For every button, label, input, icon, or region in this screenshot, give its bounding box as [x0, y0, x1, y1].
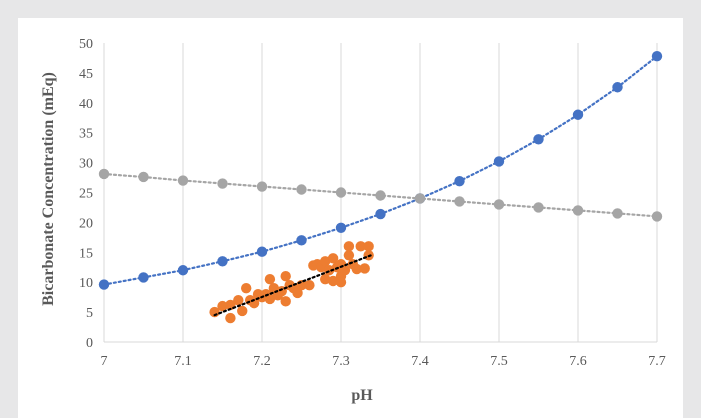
y-axis-title: Bicarbonate Concentration (mEq) [40, 72, 57, 306]
data-point [612, 82, 623, 93]
data-point [320, 274, 331, 285]
y-tick-label: 50 [79, 37, 93, 52]
x-tick-label: 7.1 [174, 354, 192, 369]
data-point [339, 265, 351, 276]
data-point [335, 222, 347, 233]
x-tick-label: 7.5 [490, 354, 508, 369]
y-tick-label: 35 [79, 127, 93, 142]
x-tick-label: 7.6 [569, 354, 587, 369]
y-tick-label: 30 [79, 157, 93, 172]
data-point [351, 263, 362, 275]
data-point [233, 294, 244, 306]
data-point [138, 272, 149, 283]
data-point [572, 109, 584, 120]
x-tick-label: 7.7 [648, 354, 666, 369]
series-line [102, 55, 659, 286]
data-point [343, 241, 355, 252]
data-point [292, 287, 303, 299]
y-tick-label: 0 [86, 336, 93, 351]
data-point [335, 277, 347, 288]
data-point [414, 193, 426, 204]
data-point [264, 293, 276, 305]
y-tick-label: 5 [86, 306, 93, 321]
data-point [237, 305, 248, 317]
y-tick-label: 45 [79, 67, 93, 82]
data-point [177, 175, 189, 186]
x-tick-label: 7 [101, 354, 108, 369]
data-point [533, 134, 544, 145]
y-tick-label: 40 [79, 97, 93, 112]
scatter-chart: 7 7.1 7.2 7.3 7.4 7.5 7.6 7.7 0 5 10 15 20 25 30 35 40 45… [40, 37, 666, 404]
x-tick-label: 7.4 [411, 354, 429, 369]
data-point [304, 279, 315, 291]
x-tick-label: 7.2 [253, 354, 271, 369]
series-2 [98, 168, 663, 222]
data-point [454, 196, 465, 207]
data-point [454, 175, 465, 187]
data-point [280, 296, 291, 307]
chart-frame: 7 7.1 7.2 7.3 7.4 7.5 7.6 7.7 0 5 10 15 20 25 30 35 40 45… [18, 18, 683, 418]
data-point [375, 190, 386, 201]
data-point [493, 199, 505, 210]
data-point [264, 274, 276, 285]
series-layer [98, 50, 663, 324]
data-point [651, 211, 663, 222]
data-point [138, 171, 149, 183]
data-point [217, 256, 228, 267]
data-point [98, 279, 110, 290]
data-point [217, 178, 228, 189]
data-point [256, 246, 268, 257]
data-point [363, 241, 374, 252]
data-point [355, 241, 366, 252]
data-point [256, 181, 268, 192]
data-point [296, 235, 307, 246]
data-point [177, 265, 189, 276]
x-tick-label: 7.3 [332, 354, 350, 369]
data-point [335, 187, 347, 198]
data-point [280, 271, 291, 282]
y-tick-label: 25 [79, 187, 93, 202]
series-3 [209, 241, 374, 324]
data-point [359, 263, 370, 274]
data-point [217, 300, 228, 312]
gridlines [103, 43, 658, 343]
data-point [296, 184, 307, 195]
tick-labels: 7 7.1 7.2 7.3 7.4 7.5 7.6 7.7 0 5 10 15 20 25 30 35 40 45… [79, 37, 666, 369]
data-point [327, 253, 339, 264]
data-point [327, 275, 339, 287]
data-point [651, 50, 663, 62]
data-point [225, 312, 236, 324]
data-point [98, 168, 110, 180]
data-point [493, 156, 505, 167]
data-point [612, 208, 623, 219]
y-tick-label: 20 [79, 216, 93, 231]
data-point [343, 250, 355, 261]
y-tick-label: 10 [79, 276, 93, 291]
data-point [572, 205, 584, 216]
data-point [241, 282, 252, 294]
y-tick-label: 15 [79, 246, 93, 261]
data-point [533, 202, 544, 213]
x-axis-title: pH [351, 387, 373, 404]
trendline [213, 253, 374, 317]
data-point [320, 256, 331, 267]
data-point [375, 208, 386, 220]
